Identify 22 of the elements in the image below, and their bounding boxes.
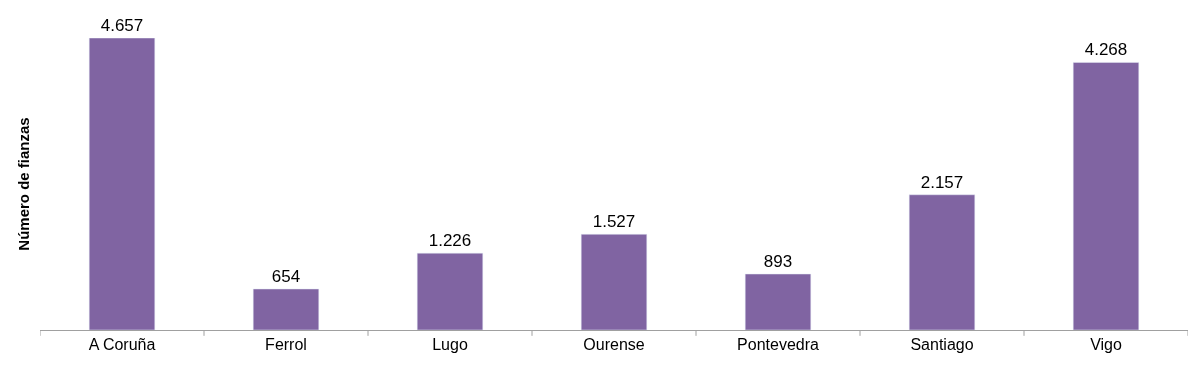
bar bbox=[908, 194, 976, 330]
bar bbox=[1072, 62, 1140, 330]
bar bbox=[744, 273, 812, 330]
y-axis-title: Número de fianzas bbox=[15, 117, 33, 251]
data-label: 4.268 bbox=[1084, 40, 1128, 60]
data-label: 4.657 bbox=[100, 16, 144, 35]
x-tick-label: Ourense bbox=[583, 336, 645, 354]
x-tick-label: Vigo bbox=[1090, 336, 1122, 354]
x-tick-label: Pontevedra bbox=[737, 336, 820, 354]
data-label: 1.226 bbox=[428, 231, 472, 251]
bar bbox=[252, 288, 320, 330]
bar bbox=[88, 38, 156, 330]
data-label: 2.157 bbox=[920, 172, 964, 192]
x-tick-label: A Coruña bbox=[88, 336, 156, 354]
bar bbox=[416, 252, 484, 330]
x-tick-label: Lugo bbox=[432, 336, 468, 354]
data-label: 893 bbox=[763, 252, 793, 272]
x-tick-label: Santiago bbox=[910, 336, 974, 354]
data-label: 654 bbox=[271, 266, 301, 286]
x-tick-label: Ferrol bbox=[265, 336, 307, 354]
data-label: 1.527 bbox=[592, 212, 636, 232]
bar bbox=[580, 234, 648, 330]
